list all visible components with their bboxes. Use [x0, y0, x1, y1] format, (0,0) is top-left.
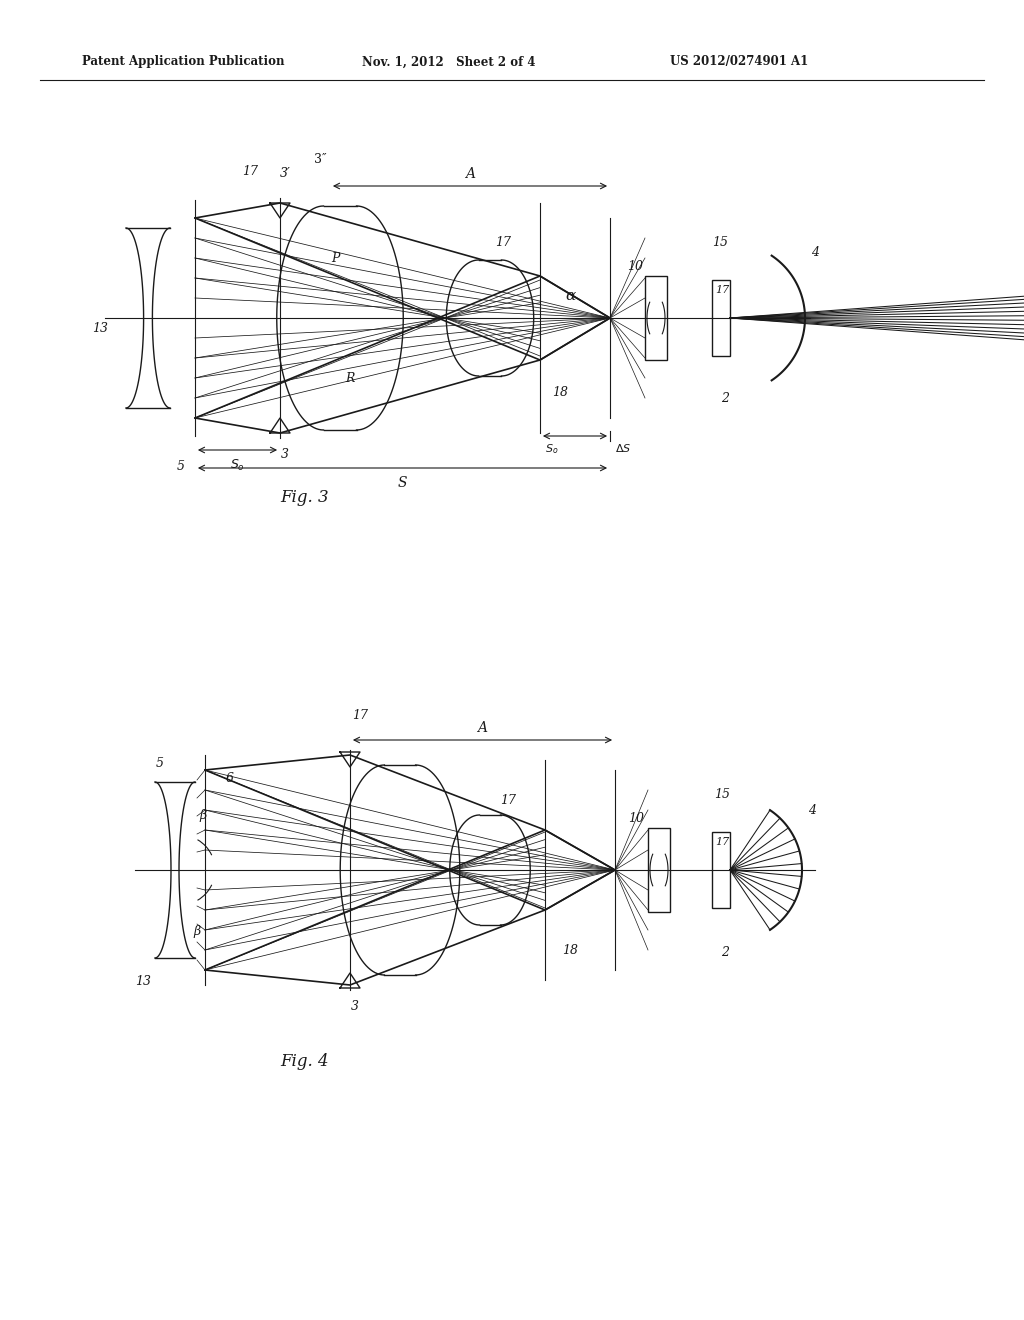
Text: 6: 6	[226, 771, 234, 784]
Bar	[712, 832, 730, 908]
Text: P: P	[331, 252, 339, 264]
Text: Fig. 3: Fig. 3	[281, 490, 330, 507]
Text: 17: 17	[352, 709, 368, 722]
Text: Patent Application Publication: Patent Application Publication	[82, 55, 285, 69]
Text: β: β	[194, 925, 201, 939]
Text: 2: 2	[721, 392, 729, 404]
Text: 18: 18	[562, 944, 578, 957]
Text: 3: 3	[351, 1001, 359, 1012]
Text: S: S	[397, 477, 408, 490]
Text: A: A	[477, 721, 487, 735]
Text: R: R	[345, 371, 354, 384]
Text: 10: 10	[628, 812, 644, 825]
Bar	[712, 280, 730, 356]
Text: 13: 13	[135, 975, 151, 987]
Text: US 2012/0274901 A1: US 2012/0274901 A1	[670, 55, 808, 69]
Text: β: β	[200, 808, 207, 821]
Text: 3′: 3′	[280, 168, 291, 180]
Text: $\Delta S$: $\Delta S$	[615, 442, 632, 454]
Text: 15: 15	[714, 788, 730, 801]
Text: Nov. 1, 2012   Sheet 2 of 4: Nov. 1, 2012 Sheet 2 of 4	[362, 55, 536, 69]
Text: 17: 17	[715, 285, 729, 294]
Bar	[645, 276, 667, 360]
Text: 17: 17	[495, 236, 511, 249]
Text: α: α	[565, 289, 575, 304]
Text: A: A	[465, 168, 475, 181]
Text: $S_o$: $S_o$	[230, 458, 245, 473]
Text: 4: 4	[811, 247, 819, 260]
Text: 3″: 3″	[313, 153, 327, 166]
Text: 4: 4	[808, 804, 816, 817]
Text: $S_o$: $S_o$	[545, 442, 558, 455]
Text: 3: 3	[281, 447, 289, 461]
Text: Fig. 4: Fig. 4	[281, 1053, 330, 1071]
Text: 17: 17	[242, 165, 258, 178]
Text: 13: 13	[92, 322, 108, 334]
Text: 17: 17	[500, 793, 516, 807]
Text: 18: 18	[552, 387, 568, 400]
Text: 10: 10	[627, 260, 643, 272]
Text: 5: 5	[177, 459, 185, 473]
Bar	[648, 828, 670, 912]
Text: 2: 2	[721, 945, 729, 958]
Text: 17: 17	[715, 837, 729, 847]
Text: 5: 5	[156, 756, 164, 770]
Text: 15: 15	[712, 236, 728, 249]
